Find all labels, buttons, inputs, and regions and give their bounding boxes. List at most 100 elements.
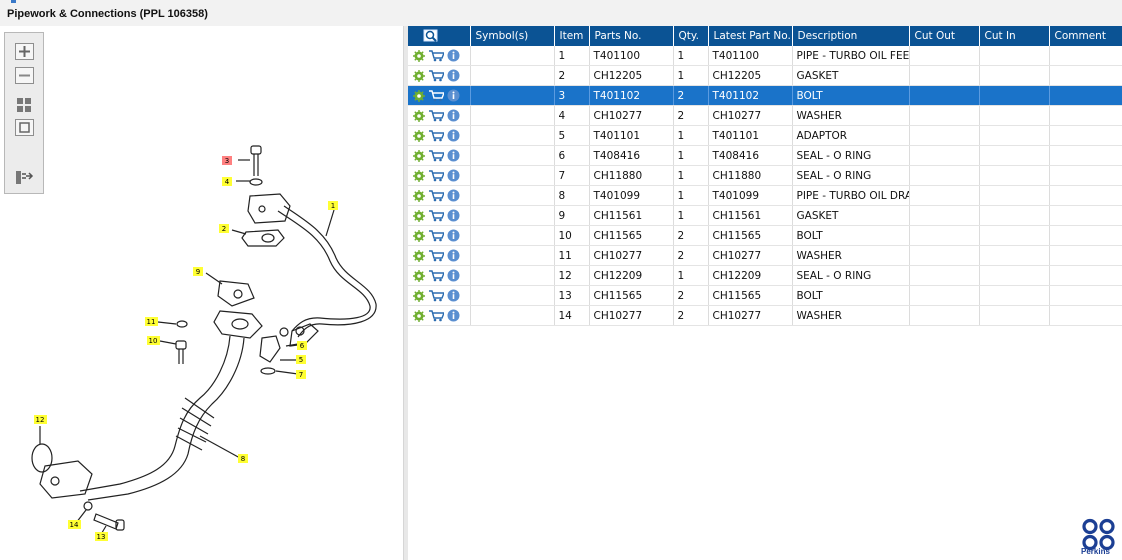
cart-icon[interactable] <box>428 129 444 142</box>
gear-icon[interactable] <box>413 229 425 242</box>
gear-icon[interactable] <box>413 69 425 82</box>
callout-3[interactable]: 3 <box>222 156 232 165</box>
table-row[interactable]: 3 T401102 2 T401102 BOLT <box>408 85 1122 106</box>
callout-7[interactable]: 7 <box>296 370 306 379</box>
pane-splitter[interactable] <box>403 26 408 560</box>
info-icon[interactable] <box>447 49 460 62</box>
cart-icon[interactable] <box>428 69 444 82</box>
cart-icon[interactable] <box>428 309 444 322</box>
row-actions <box>408 285 471 306</box>
svg-text:2: 2 <box>222 225 226 233</box>
table-row[interactable]: 9 CH11561 1 CH11561 GASKET <box>408 205 1122 226</box>
callout-12[interactable]: 12 <box>34 415 47 424</box>
cut-in-cell <box>979 245 1050 266</box>
gear-icon[interactable] <box>413 49 425 62</box>
info-icon[interactable] <box>447 309 460 322</box>
info-icon[interactable] <box>447 69 460 82</box>
cart-icon[interactable] <box>428 49 444 62</box>
cart-icon[interactable] <box>428 209 444 222</box>
gear-icon[interactable] <box>413 109 425 122</box>
cut-in-cell <box>979 285 1050 306</box>
table-row[interactable]: 10 CH11565 2 CH11565 BOLT <box>408 225 1122 246</box>
callout-2[interactable]: 2 <box>219 224 229 233</box>
exploded-diagram[interactable]: 3 4 1 2 9 11 10 6 5 7 8 12 14 13 <box>0 26 403 560</box>
info-icon[interactable] <box>447 289 460 302</box>
column-header-description[interactable]: Description <box>792 26 910 46</box>
cart-icon[interactable] <box>428 89 444 102</box>
table-row[interactable]: 6 T408416 1 T408416 SEAL - O RING <box>408 145 1122 166</box>
fit-view-button[interactable] <box>15 97 34 114</box>
callout-1[interactable]: 1 <box>328 201 338 210</box>
zoom-in-button[interactable] <box>15 43 34 60</box>
cart-icon[interactable] <box>428 169 444 182</box>
gear-icon[interactable] <box>413 149 425 162</box>
callout-8[interactable]: 8 <box>238 454 248 463</box>
table-row[interactable]: 5 T401101 1 T401101 ADAPTOR <box>408 125 1122 146</box>
column-header-cut-in[interactable]: Cut In <box>979 26 1050 46</box>
symbols-cell <box>470 205 555 226</box>
info-icon[interactable] <box>447 189 460 202</box>
table-row[interactable]: 14 CH10277 2 CH10277 WASHER <box>408 305 1122 326</box>
callout-13[interactable]: 13 <box>95 532 108 541</box>
callout-9[interactable]: 9 <box>193 267 203 276</box>
table-row[interactable]: 13 CH11565 2 CH11565 BOLT <box>408 285 1122 306</box>
cut-in-cell <box>979 125 1050 146</box>
column-header-parts-no[interactable]: Parts No. <box>589 26 674 46</box>
info-icon[interactable] <box>447 229 460 242</box>
table-row[interactable]: 7 CH11880 1 CH11880 SEAL - O RING <box>408 165 1122 186</box>
table-row[interactable]: 12 CH12209 1 CH12209 SEAL - O RING <box>408 265 1122 286</box>
cart-icon[interactable] <box>428 229 444 242</box>
column-header-comment[interactable]: Comment <box>1049 26 1122 46</box>
description-cell: SEAL - O RING <box>792 145 910 166</box>
cart-icon[interactable] <box>428 249 444 262</box>
info-icon[interactable] <box>447 89 460 102</box>
gear-icon[interactable] <box>413 89 425 102</box>
table-row[interactable]: 4 CH10277 2 CH10277 WASHER <box>408 105 1122 126</box>
gear-icon[interactable] <box>413 209 425 222</box>
gear-icon[interactable] <box>413 249 425 262</box>
info-icon[interactable] <box>447 169 460 182</box>
zoom-out-button[interactable] <box>15 67 34 84</box>
table-row[interactable]: 11 CH10277 2 CH10277 WASHER <box>408 245 1122 266</box>
qty-cell: 1 <box>673 65 709 86</box>
info-icon[interactable] <box>447 209 460 222</box>
info-icon[interactable] <box>447 149 460 162</box>
callout-14[interactable]: 14 <box>68 520 81 529</box>
parts-grid: Symbol(s) Item Parts No. Qty. Latest Par… <box>408 26 1122 326</box>
item-cell: 10 <box>554 225 590 246</box>
toggle-panel-button[interactable] <box>15 169 34 186</box>
cart-icon[interactable] <box>428 269 444 282</box>
column-header-cut-out[interactable]: Cut Out <box>909 26 980 46</box>
reset-view-button[interactable] <box>15 119 34 136</box>
gear-icon[interactable] <box>413 169 425 182</box>
gear-icon[interactable] <box>413 309 425 322</box>
info-icon[interactable] <box>447 129 460 142</box>
latest-part-no-cell: CH11565 <box>708 225 793 246</box>
gear-icon[interactable] <box>413 269 425 282</box>
callout-4[interactable]: 4 <box>222 177 232 186</box>
cart-icon[interactable] <box>428 189 444 202</box>
column-header-latest-part-no[interactable]: Latest Part No. <box>708 26 793 46</box>
cart-icon[interactable] <box>428 289 444 302</box>
callout-10[interactable]: 10 <box>147 336 160 345</box>
info-icon[interactable] <box>447 249 460 262</box>
callout-11[interactable]: 11 <box>145 317 158 326</box>
cart-icon[interactable] <box>428 109 444 122</box>
column-header-symbols[interactable]: Symbol(s) <box>470 26 555 46</box>
callout-5[interactable]: 5 <box>296 355 306 364</box>
table-row[interactable]: 1 T401100 1 T401100 PIPE - TURBO OIL FEED <box>408 46 1122 66</box>
info-icon[interactable] <box>447 269 460 282</box>
info-icon[interactable] <box>447 109 460 122</box>
gear-icon[interactable] <box>413 129 425 142</box>
gear-icon[interactable] <box>413 289 425 302</box>
gear-icon[interactable] <box>413 189 425 202</box>
parts-no-cell: CH11880 <box>589 165 674 186</box>
column-header-tools[interactable] <box>408 26 471 46</box>
callout-6[interactable]: 6 <box>297 341 307 350</box>
diagram-pane[interactable]: 3 4 1 2 9 11 10 6 5 7 8 12 14 13 <box>0 26 403 560</box>
table-row[interactable]: 2 CH12205 1 CH12205 GASKET <box>408 65 1122 86</box>
column-header-item[interactable]: Item <box>554 26 590 46</box>
cart-icon[interactable] <box>428 149 444 162</box>
column-header-qty[interactable]: Qty. <box>673 26 709 46</box>
